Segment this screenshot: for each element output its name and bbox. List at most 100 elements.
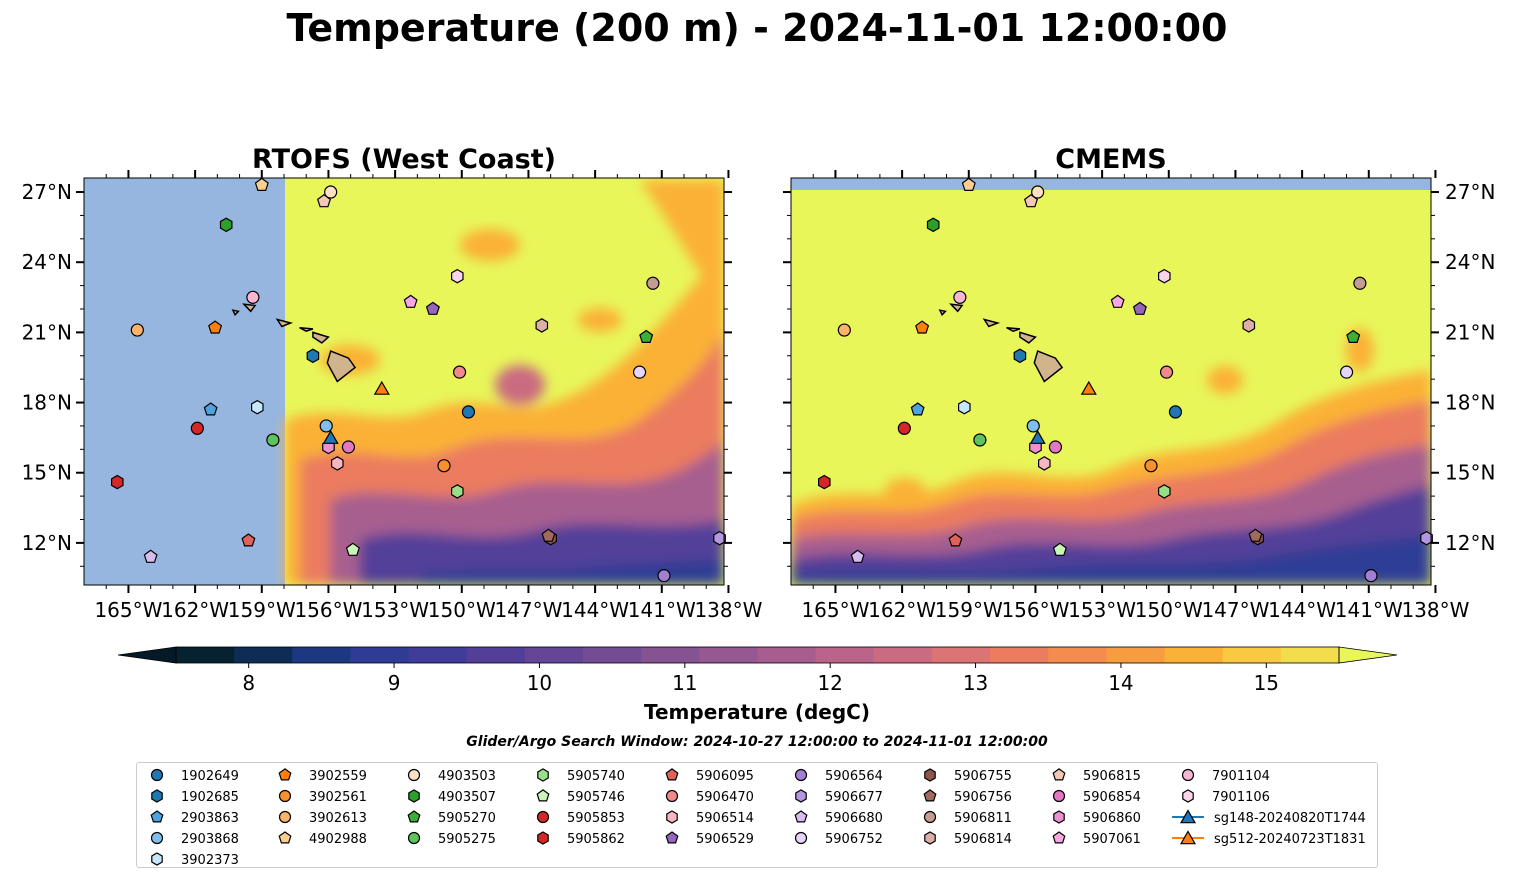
cmems-station-2903863	[910, 402, 925, 416]
legend-label-sg512-20240723T1831: sg512-20240723T1831	[1214, 832, 1366, 847]
legend-label-5906854: 5906854	[1083, 790, 1141, 805]
cmems-station-7901106	[1157, 268, 1171, 284]
rtofs-station-5906680	[143, 549, 158, 563]
legend-marker-5906095	[665, 768, 679, 781]
cmems-island	[982, 318, 1001, 328]
legend-marker-3902559	[278, 768, 292, 781]
rtofs-station-4903507	[219, 217, 233, 233]
legend-label-4903507: 4903507	[438, 790, 496, 805]
cmems-axes: 165°W162°W159°W156°W153°W150°W147°W144°W…	[783, 170, 1495, 622]
cmems-y-tick-label: 21°N	[1445, 320, 1495, 344]
cmems-islands	[938, 303, 1064, 383]
cmems-station-5905862	[817, 474, 831, 490]
rtofs-x-tick-label: 162°W	[161, 598, 229, 622]
rtofs-station-5906095	[241, 533, 256, 547]
legend-label-5905270: 5905270	[438, 811, 496, 826]
rtofs-station-2903868	[319, 419, 333, 433]
cmems-station-5906470	[1159, 365, 1174, 379]
rtofs-station-sg148-20240820T1744	[322, 430, 339, 444]
legend-label-4903503: 4903503	[438, 769, 496, 784]
cmems-station-5906752	[1339, 365, 1354, 379]
legend-label-5906564: 5906564	[825, 769, 883, 784]
legend-label-5907061: 5907061	[1083, 832, 1141, 847]
rtofs-station-1902685	[306, 348, 320, 364]
rtofs-y-tick-label: 21°N	[22, 320, 72, 344]
colorbar-segment	[641, 647, 700, 663]
rtofs-station-5905853	[190, 421, 204, 435]
legend-label-3902613: 3902613	[309, 811, 367, 826]
rtofs-y-tick-label: 24°N	[22, 250, 72, 274]
colorbar-segment	[408, 647, 468, 663]
rtofs-station-markers	[110, 177, 726, 583]
rtofs-station-5905862	[110, 474, 124, 490]
legend-marker-5905275	[407, 831, 421, 845]
legend-marker-5906860	[1053, 810, 1065, 824]
rtofs-station-5906811	[646, 276, 660, 290]
cmems-station-5907061	[1110, 294, 1125, 308]
legend-marker-5905270	[407, 810, 421, 823]
colorbar-segment	[292, 647, 351, 663]
rtofs-station-5905746	[345, 542, 360, 556]
rtofs-station-5906752	[632, 365, 647, 379]
rtofs-x-tick-label: 159°W	[228, 598, 296, 622]
rtofs-station-3902559	[208, 320, 223, 334]
rtofs-x-tick-label: 144°W	[561, 598, 629, 622]
colorbar-segment	[1280, 647, 1340, 663]
rtofs-station-5906815	[316, 194, 332, 208]
cmems-y-tick-label: 27°N	[1445, 180, 1495, 204]
cmems-station-5905740	[1157, 484, 1171, 499]
cmems-station-3902373	[957, 399, 971, 415]
colorbar-extend-high	[1338, 646, 1398, 664]
rtofs-station-5906564	[657, 569, 671, 583]
cmems-island	[1006, 326, 1021, 333]
colorbar-segment	[873, 647, 933, 663]
rtofs-station-5905275	[266, 433, 280, 447]
rtofs-x-tick-label: 147°W	[494, 598, 562, 622]
rtofs-axes: 165°W162°W159°W156°W153°W150°W147°W144°W…	[22, 170, 763, 622]
colorbar-tick-label: 9	[388, 671, 401, 695]
rtofs-station-4903503	[324, 185, 338, 199]
legend-label-5906755: 5906755	[954, 769, 1012, 784]
legend-marker-5906755	[924, 768, 936, 782]
rtofs-island	[312, 331, 330, 344]
legend-label-2903868: 2903868	[181, 832, 239, 847]
legend-label-7901106: 7901106	[1212, 790, 1270, 805]
legend-marker-5906756	[923, 789, 937, 802]
cmems-station-5906756	[1248, 528, 1263, 542]
cmems-station-5906680	[850, 549, 865, 563]
cmems-station-5905853	[897, 421, 911, 435]
colorbar-segment	[466, 647, 526, 663]
colorbar-segment	[1106, 647, 1166, 663]
legend-label-sg148-20240820T1744: sg148-20240820T1744	[1214, 811, 1366, 826]
colorbar-segment	[1048, 647, 1107, 663]
rtofs-station-7901104	[246, 290, 260, 304]
colorbar-tick-label: 8	[242, 671, 255, 695]
legend-marker-5906680	[794, 810, 808, 823]
legend-label-5905853: 5905853	[567, 811, 625, 826]
cmems-x-tick-label: 165°W	[801, 598, 869, 622]
rtofs-x-tick-label: 150°W	[428, 598, 496, 622]
legend-marker-3902561	[278, 789, 292, 803]
legend-marker-5906752	[794, 831, 808, 845]
colorbar-outline	[175, 646, 1340, 664]
rtofs-panel-title: RTOFS (West Coast)	[252, 144, 556, 175]
cmems-x-tick-label: 144°W	[1268, 598, 1336, 622]
cmems-station-5905275	[973, 433, 987, 447]
cmems-island	[938, 309, 947, 317]
cmems-x-tick-label: 156°W	[1001, 598, 1069, 622]
rtofs-x-tick-label: 153°W	[361, 598, 429, 622]
colorbar-label: Temperature (degC)	[644, 700, 870, 724]
rtofs-island	[299, 326, 314, 333]
cmems-station-4903503	[1031, 185, 1045, 199]
legend-label-3902373: 3902373	[181, 853, 239, 867]
cmems-station-3902561	[1144, 459, 1158, 473]
cmems-station-4902988	[961, 177, 976, 191]
rtofs-station-3902613	[130, 323, 144, 337]
rtofs-island	[242, 303, 257, 313]
cmems-x-tick-label: 138°W	[1401, 598, 1469, 622]
colorbar-tick-label: 13	[963, 671, 988, 695]
cmems-panel-title: CMEMS	[1055, 144, 1166, 175]
rtofs-station-5906854	[341, 440, 356, 454]
colorbar-tick-label: 10	[527, 671, 552, 695]
rtofs-station-5905270	[639, 329, 654, 343]
